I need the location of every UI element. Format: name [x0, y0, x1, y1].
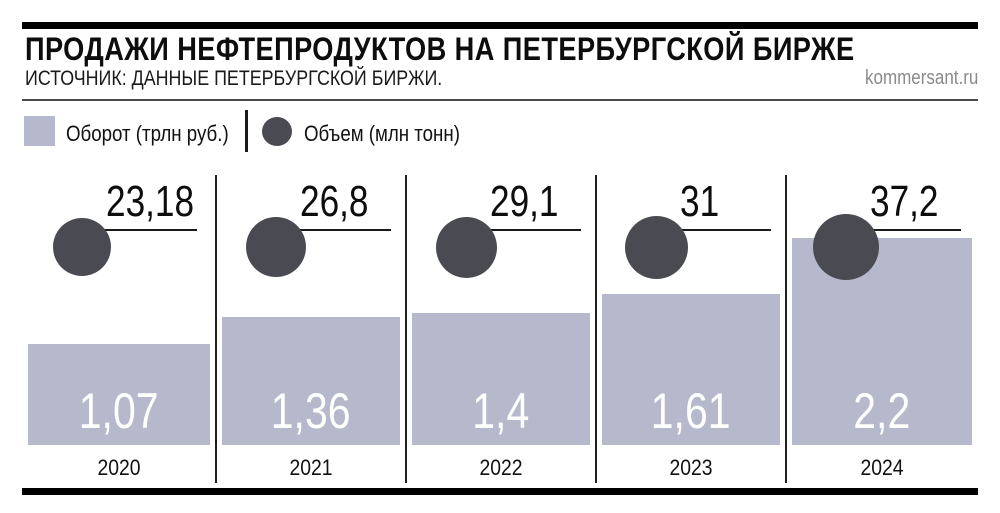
volume-marker-circle: [53, 218, 111, 276]
turnover-bar: 1,07: [28, 344, 210, 445]
header-divider: [22, 99, 978, 101]
source-caption-text: ИСТОЧНИК: ДАННЫЕ ПЕТЕРБУРГСКОЙ БИРЖИ.: [25, 67, 443, 90]
volume-marker-circle: [246, 217, 306, 277]
volume-value-label: 23,18: [106, 177, 195, 226]
volume-marker-circle: [435, 216, 497, 278]
volume-value-label: 29,1: [490, 177, 559, 226]
turnover-bar: 1,4: [412, 313, 590, 445]
top-accent-bar: [22, 22, 978, 29]
turnover-swatch-icon: [24, 116, 55, 146]
year-label: 2024: [860, 455, 904, 480]
source-caption: ИСТОЧНИК: ДАННЫЕ ПЕТЕРБУРГСКОЙ БИРЖИ.: [25, 68, 516, 89]
bar-value-label: 1,61: [651, 383, 731, 439]
volume-leader-line: [846, 229, 961, 231]
site-credit-text: kommersant.ru: [864, 67, 978, 89]
volume-leader-line: [82, 229, 197, 231]
bar-value-label: 1,4: [472, 383, 530, 439]
volume-circle-icon: [262, 117, 292, 146]
bar-value-label: 2,2: [853, 383, 911, 439]
year-label: 2023: [669, 455, 713, 480]
volume-leader-line: [466, 229, 581, 231]
volume-leader-line: [276, 229, 391, 231]
legend-label-turnover: Оборот (трлн руб.): [66, 121, 229, 146]
page-title: ПРОДАЖИ НЕФТЕПРОДУКТОВ НА ПЕТЕРБУРГСКОЙ …: [25, 33, 1000, 65]
legend-label-volume: Объем (млн тонн): [304, 121, 460, 146]
turnover-bar: 2,2: [792, 238, 972, 445]
volume-value-label: 26,8: [300, 177, 369, 226]
volume-marker-circle: [624, 215, 688, 279]
column-divider: [215, 175, 217, 483]
column-divider: [595, 175, 597, 483]
column-divider: [785, 175, 787, 483]
volume-value-label: 37,2: [870, 177, 939, 226]
year-label: 2020: [97, 455, 141, 480]
volume-marker-circle: [813, 214, 879, 280]
site-credit: kommersant.ru: [845, 68, 978, 88]
year-label: 2021: [289, 455, 333, 480]
bottom-accent-bar: [22, 488, 978, 495]
year-label: 2022: [479, 455, 523, 480]
turnover-bar: 1,36: [222, 317, 400, 445]
volume-leader-line: [656, 229, 771, 231]
bar-value-label: 1,07: [79, 383, 159, 439]
volume-value-label: 31: [680, 177, 720, 226]
legend-divider: [245, 110, 248, 152]
bar-value-label: 1,36: [271, 383, 351, 439]
turnover-bar: 1,61: [602, 294, 780, 445]
column-divider: [405, 175, 407, 483]
page-title-text: ПРОДАЖИ НЕФТЕПРОДУКТОВ НА ПЕТЕРБУРГСКОЙ …: [25, 31, 855, 67]
